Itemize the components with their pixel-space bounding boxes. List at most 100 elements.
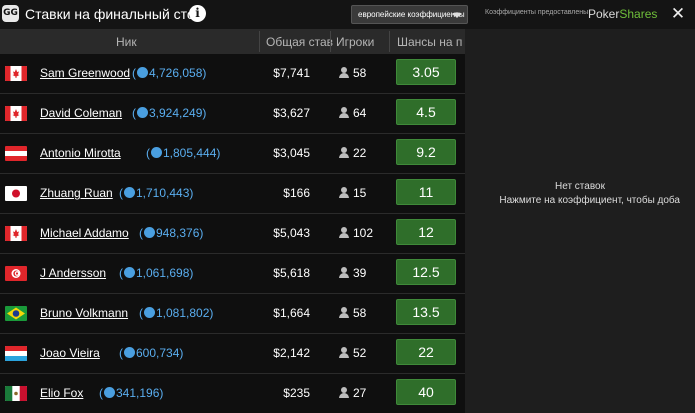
- odds-button[interactable]: 9.2: [396, 139, 456, 165]
- chip-stack-icon: [124, 187, 135, 198]
- flag-canada-icon: [5, 106, 27, 121]
- chip-count-value: 1,061,698): [136, 266, 194, 280]
- odds-button[interactable]: 22: [396, 339, 456, 365]
- column-divider: [389, 31, 390, 52]
- flag-mexico-icon: [5, 386, 27, 401]
- total-stake-value: $3,627: [273, 106, 310, 120]
- players-table: Ник Общая став Игроки Шансы на п Sam Gre…: [0, 29, 465, 413]
- odds-format-dropdown[interactable]: европейские коэффициенты: [351, 5, 468, 24]
- column-header-players[interactable]: Игроки: [336, 35, 375, 49]
- chip-count-value: 600,734): [136, 346, 184, 360]
- gg-logo-icon: GG: [2, 5, 19, 22]
- chip-count-open: (: [132, 106, 136, 120]
- players-count: 64: [353, 106, 367, 120]
- players-count: 39: [353, 266, 367, 280]
- chip-count: (600,734): [119, 346, 183, 360]
- players-count: 102: [353, 226, 374, 240]
- player-name-link[interactable]: Bruno Volkmann: [40, 306, 129, 320]
- player-name-link[interactable]: J Andersson: [40, 266, 107, 280]
- odds-format-value: европейские коэффициенты: [358, 10, 465, 19]
- column-header-nick[interactable]: Ник: [116, 35, 137, 49]
- chip-stack-icon: [137, 67, 148, 78]
- brand-part-2: Shares: [619, 7, 658, 21]
- close-icon[interactable]: ✕: [670, 4, 686, 24]
- total-stake-value: $235: [283, 386, 310, 400]
- players-count: 27: [353, 386, 367, 400]
- table-row: Bruno Volkmann (1,081,802) $1,664 58 13.5: [0, 294, 465, 334]
- player-name-link[interactable]: Joao Vieira: [40, 346, 100, 360]
- flag-brazil-icon: [5, 306, 27, 321]
- player-name-link[interactable]: Zhuang Ruan: [40, 186, 113, 200]
- odds-button[interactable]: 11: [396, 179, 456, 205]
- total-stake-value: $5,618: [273, 266, 310, 280]
- user-icon: [339, 107, 349, 118]
- pokershares-logo: PokerShares: [588, 7, 657, 21]
- chip-stack-icon: [151, 147, 162, 158]
- column-header-odds[interactable]: Шансы на п: [397, 35, 463, 49]
- flag-canada-icon: [5, 66, 27, 81]
- chip-count: (4,726,058): [132, 66, 206, 80]
- chip-count-value: 1,710,443): [136, 186, 194, 200]
- chip-stack-icon: [124, 267, 135, 278]
- info-icon[interactable]: i: [189, 5, 206, 22]
- chip-count: (3,924,249): [132, 106, 206, 120]
- chip-count-value: 1,805,444): [163, 146, 221, 160]
- chip-count-open: (: [146, 146, 150, 160]
- total-stake-value: $166: [283, 186, 310, 200]
- chip-count-open: (: [139, 226, 143, 240]
- total-stake-value: $2,142: [273, 346, 310, 360]
- total-stake-value: $3,045: [273, 146, 310, 160]
- user-icon: [339, 187, 349, 198]
- chip-count: (1,061,698): [119, 266, 193, 280]
- user-icon: [339, 227, 349, 238]
- player-name-link[interactable]: Elio Fox: [40, 386, 84, 400]
- player-name-link[interactable]: Antonio Mirotta: [40, 146, 121, 160]
- table-row: Michael Addamo (948,376) $5,043 102 12: [0, 214, 465, 254]
- flag-canada-icon: [5, 226, 27, 241]
- player-name-link[interactable]: Michael Addamo: [40, 226, 129, 240]
- chip-count: (1,710,443): [119, 186, 193, 200]
- odds-provided-by-label: Коэффициенты предоставлены: [485, 9, 589, 16]
- total-stake-value: $7,741: [273, 66, 310, 80]
- chip-stack-icon: [124, 347, 135, 358]
- flag-japan-icon: [5, 186, 27, 201]
- brand-part-1: Poker: [588, 7, 620, 21]
- page-title: Ставки на финальный стол: [25, 6, 203, 22]
- no-bets-hint: Нажмите на коэффициент, чтобы доба: [499, 195, 680, 206]
- chip-count: (948,376): [139, 226, 203, 240]
- column-divider: [259, 31, 260, 52]
- players-count: 15: [353, 186, 367, 200]
- chip-count-value: 341,196): [116, 386, 164, 400]
- odds-button[interactable]: 3.05: [396, 59, 456, 85]
- odds-button[interactable]: 4.5: [396, 99, 456, 125]
- chip-count-value: 1,081,802): [156, 306, 214, 320]
- user-icon: [339, 307, 349, 318]
- user-icon: [339, 267, 349, 278]
- table-row: Antonio Mirotta (1,805,444) $3,045 22 9.2: [0, 134, 465, 174]
- players-count: 58: [353, 306, 367, 320]
- chip-stack-icon: [104, 387, 115, 398]
- chip-stack-icon: [137, 107, 148, 118]
- player-name-link[interactable]: Sam Greenwood: [40, 66, 131, 80]
- flag-luxembourg-icon: [5, 346, 27, 361]
- chip-count-open: (: [99, 386, 103, 400]
- odds-button[interactable]: 12.5: [396, 259, 456, 285]
- table-row: Joao Vieira (600,734) $2,142 52 22: [0, 334, 465, 374]
- table-row: Zhuang Ruan (1,710,443) $166 15 11: [0, 174, 465, 214]
- chip-count-open: (: [139, 306, 143, 320]
- chip-count: (341,196): [99, 386, 163, 400]
- user-icon: [339, 387, 349, 398]
- total-stake-value: $5,043: [273, 226, 310, 240]
- players-count: 52: [353, 346, 367, 360]
- user-icon: [339, 347, 349, 358]
- total-stake-value: $1,664: [273, 306, 310, 320]
- player-name-link[interactable]: David Coleman: [40, 106, 123, 120]
- chip-count-open: (: [132, 66, 136, 80]
- odds-button[interactable]: 40: [396, 379, 456, 405]
- chip-stack-icon: [144, 227, 155, 238]
- chip-count-open: (: [119, 346, 123, 360]
- odds-button[interactable]: 13.5: [396, 299, 456, 325]
- column-header-total-stake[interactable]: Общая став: [266, 35, 333, 49]
- odds-button[interactable]: 12: [396, 219, 456, 245]
- chip-count-value: 3,924,249): [149, 106, 207, 120]
